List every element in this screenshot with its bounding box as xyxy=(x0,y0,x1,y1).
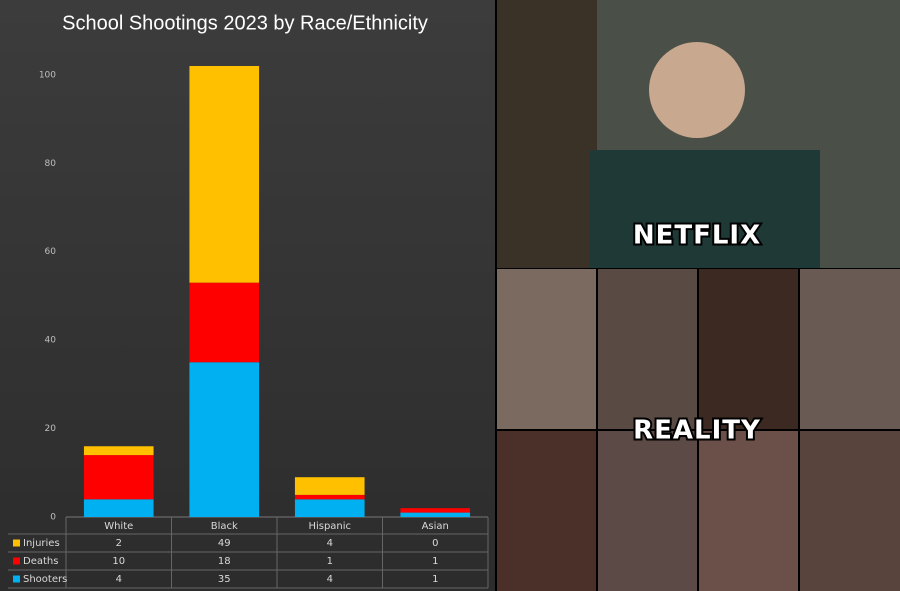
legend-swatch xyxy=(13,575,20,583)
bar-segment xyxy=(294,499,365,517)
bar-segment xyxy=(189,66,260,283)
legend-label: Deaths xyxy=(23,556,58,567)
bar-segment xyxy=(83,455,154,500)
photo-placeholder xyxy=(649,42,745,138)
x-tick-label: Asian xyxy=(422,521,449,532)
overlay-label: NETFLIX xyxy=(633,221,761,251)
bar-segment xyxy=(83,499,154,517)
y-tick-label: 20 xyxy=(45,424,57,434)
y-tick-label: 60 xyxy=(45,247,57,257)
legend-label: Shooters xyxy=(23,574,67,585)
table-value: 10 xyxy=(112,556,125,567)
photo-placeholder xyxy=(800,431,900,591)
photo-placeholder xyxy=(699,431,798,591)
table-value: 1 xyxy=(432,574,438,585)
bar-segment xyxy=(400,508,471,513)
photo-placeholder xyxy=(699,269,798,429)
table-value: 1 xyxy=(432,556,438,567)
table-value: 0 xyxy=(432,538,438,549)
table-value: 4 xyxy=(116,574,122,585)
x-tick-label: White xyxy=(104,521,133,532)
table-value: 18 xyxy=(218,556,231,567)
chart-title: School Shootings 2023 by Race/Ethnicity xyxy=(62,12,428,34)
table-value: 4 xyxy=(327,538,333,549)
y-tick-label: 100 xyxy=(39,70,56,80)
bar-segment xyxy=(189,282,260,363)
bar-segment xyxy=(294,477,365,495)
overlay-label: REALITY xyxy=(633,416,761,446)
legend-label: Injuries xyxy=(23,538,60,549)
bar-segment xyxy=(83,446,154,456)
table-value: 2 xyxy=(116,538,122,549)
legend-swatch xyxy=(13,557,20,565)
photo-placeholder xyxy=(598,269,697,429)
table-value: 35 xyxy=(218,574,231,585)
photo-panel xyxy=(497,0,900,591)
legend-swatch xyxy=(13,539,20,547)
photo-placeholder xyxy=(800,269,900,429)
photo-placeholder xyxy=(598,431,697,591)
photo-placeholder xyxy=(497,431,596,591)
bar-segment xyxy=(400,512,471,517)
table-value: 4 xyxy=(327,574,333,585)
x-tick-label: Black xyxy=(211,521,238,532)
table-value: 49 xyxy=(218,538,231,549)
y-tick-label: 80 xyxy=(45,159,57,169)
x-tick-label: Hispanic xyxy=(308,521,351,532)
y-tick-label: 0 xyxy=(50,513,56,523)
y-tick-label: 40 xyxy=(45,336,57,346)
photo-placeholder xyxy=(590,150,820,268)
photo-placeholder xyxy=(497,269,596,429)
bar-segment xyxy=(294,494,365,500)
bar-segment xyxy=(189,362,260,517)
table-value: 1 xyxy=(327,556,333,567)
photo-placeholder xyxy=(497,0,597,268)
